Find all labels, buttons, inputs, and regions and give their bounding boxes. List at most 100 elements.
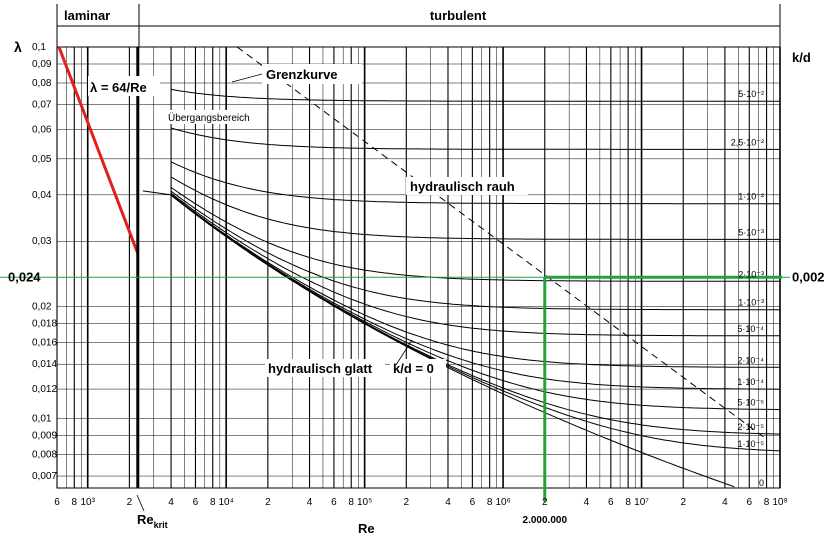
- annotations: [0, 46, 790, 502]
- y-tick-label: 0,04: [32, 190, 52, 201]
- kd-series-label: 5·10⁻²: [738, 89, 764, 99]
- grenzkurve-arrow: [231, 73, 263, 83]
- x-tick-label: 8: [210, 497, 216, 508]
- grid: [56, 4, 781, 489]
- plot-frame: [56, 46, 781, 489]
- grenzkurve-line: [236, 46, 767, 440]
- x-tick-label: 6: [747, 497, 753, 508]
- y-tick-label: 0,01: [32, 413, 52, 424]
- kd0-label: k/d = 0: [393, 361, 434, 376]
- laminar-formula-label: λ = 64/Re: [90, 80, 147, 95]
- x-tick-label: 8: [348, 497, 354, 508]
- x-tick-label: 10³: [80, 497, 95, 508]
- glatt-label-bg: [265, 359, 385, 377]
- example-kd-label: 0,002: [792, 269, 825, 284]
- friction-curve: [170, 176, 780, 240]
- y-tick-label: 0,012: [32, 384, 57, 395]
- x-tick-label: 10⁷: [634, 497, 649, 508]
- x-tick-label: 8: [625, 497, 631, 508]
- grenzkurve-label-bg: [262, 64, 362, 84]
- region-laminar-label: laminar: [64, 8, 110, 23]
- re-crit-label: Rekrit: [137, 512, 168, 530]
- friction-curve: [170, 194, 780, 368]
- y-tick-label: 0,02: [32, 302, 52, 313]
- x-tick-label: 10⁴: [218, 497, 233, 508]
- y-axis-title: λ: [14, 39, 22, 55]
- friction-curve: [170, 194, 781, 452]
- kd-series-label: 2·10⁻⁴: [737, 355, 764, 365]
- kd0-label-bg: [390, 359, 446, 377]
- kd-series-label: 2·10⁻⁵: [738, 422, 765, 432]
- y-tick-label: 0,06: [32, 124, 52, 135]
- x-tick-label: 8: [764, 497, 770, 508]
- x-tick-label: 2: [265, 497, 271, 508]
- x-tick-label: 6: [54, 497, 60, 508]
- y-tick-label: 0,08: [32, 78, 52, 89]
- x-tick-label: 4: [307, 497, 313, 508]
- laminar-formula-bg: [88, 76, 160, 96]
- y-tick-label: 0,1: [32, 42, 46, 53]
- y-tick-label: 0,018: [32, 319, 57, 330]
- transition-line: [142, 190, 172, 196]
- friction-curve: [170, 190, 780, 311]
- kd-series-label: 1·10⁻³: [738, 298, 764, 308]
- y-tick-label: 0,009: [32, 430, 57, 441]
- x-tick-label: 2: [127, 497, 133, 508]
- y-tick-label: 0,03: [32, 236, 52, 247]
- x-tick-label: 2: [542, 497, 548, 508]
- friction-curves: [142, 88, 781, 488]
- kd-series-label: 5·10⁻⁴: [737, 324, 764, 334]
- x-axis-title: Re: [358, 521, 375, 536]
- x-tick-label: 6: [193, 497, 199, 508]
- y-tick-label: 0,014: [32, 359, 57, 370]
- x-tick-label: 2: [404, 497, 410, 508]
- kd-series-label: 5·10⁻³: [738, 227, 764, 237]
- x-tick-label: 4: [168, 497, 174, 508]
- kd-series-label: 0: [759, 478, 764, 488]
- x-tick-label: 4: [722, 497, 728, 508]
- x-tick-label: 8: [487, 497, 493, 508]
- y-tick-label: 0,05: [32, 154, 52, 165]
- kd-series-label: 1·10⁻⁵: [738, 439, 765, 449]
- right-axis-title: k/d: [792, 50, 811, 65]
- kd-series-label: 1·10⁻⁴: [737, 377, 764, 387]
- y-tick-label: 0,09: [32, 59, 52, 70]
- rauh-label: hydraulisch rauh: [410, 179, 515, 194]
- kd-series-label: 5·10⁻⁵: [738, 398, 765, 408]
- y-tick-label: 0,008: [32, 449, 57, 460]
- x-tick-label: 6: [608, 497, 614, 508]
- example-lambda-label: 0,024: [8, 269, 41, 284]
- x-tick-label: 4: [584, 497, 590, 508]
- x-tick-label: 8: [72, 497, 78, 508]
- kd-series-label: 2·10⁻³: [738, 269, 764, 279]
- friction-curve: [170, 194, 781, 435]
- example-re-label: 2.000.000: [523, 515, 568, 526]
- friction-curve: [170, 194, 735, 488]
- rauh-label-bg: [406, 177, 528, 195]
- friction-curve: [171, 88, 780, 102]
- x-tick-label: 10⁵: [357, 497, 372, 508]
- uebergang-label: Übergangsbereich: [168, 112, 250, 124]
- grenzkurve-label: Grenzkurve: [266, 67, 338, 82]
- labels: 0,10,090,080,070,060,050,040,030,020,018…: [8, 8, 825, 536]
- y-tick-label: 0,016: [32, 338, 57, 349]
- glatt-label: hydraulisch glatt: [268, 361, 373, 376]
- kd-series-label: 2,5·10⁻²: [731, 137, 764, 147]
- friction-curve: [170, 192, 780, 337]
- kd-series-label: 1·10⁻²: [738, 192, 764, 202]
- friction-curve: [170, 194, 780, 390]
- uebergang-label-bg: [166, 110, 266, 124]
- friction-curve: [170, 186, 780, 282]
- y-tick-label: 0,007: [32, 471, 57, 482]
- friction-curve: [170, 161, 780, 205]
- laminar-line: [57, 46, 140, 255]
- x-tick-label: 10⁶: [495, 497, 510, 508]
- kd0-arrow: [395, 339, 413, 366]
- re-crit-arrow: [136, 494, 145, 512]
- x-tick-label: 6: [331, 497, 337, 508]
- x-tick-label: 10⁸: [772, 497, 787, 508]
- x-tick-label: 2: [680, 497, 686, 508]
- x-tick-label: 6: [470, 497, 476, 508]
- region-turbulent-label: turbulent: [430, 8, 487, 23]
